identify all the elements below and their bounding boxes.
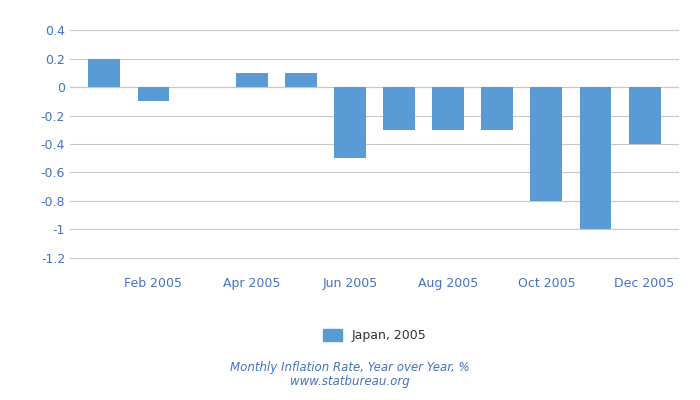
Text: www.statbureau.org: www.statbureau.org [290,375,410,388]
Bar [88,59,120,87]
Bar [334,87,366,158]
Bar [531,87,562,201]
Bar [285,73,317,87]
Bar [629,87,661,144]
Bar [432,87,464,130]
Bar [137,87,169,101]
Legend: Japan, 2005: Japan, 2005 [318,324,431,347]
Bar [236,73,267,87]
Bar [383,87,415,130]
Text: Monthly Inflation Rate, Year over Year, %: Monthly Inflation Rate, Year over Year, … [230,361,470,374]
Bar [580,87,612,229]
Bar [482,87,513,130]
